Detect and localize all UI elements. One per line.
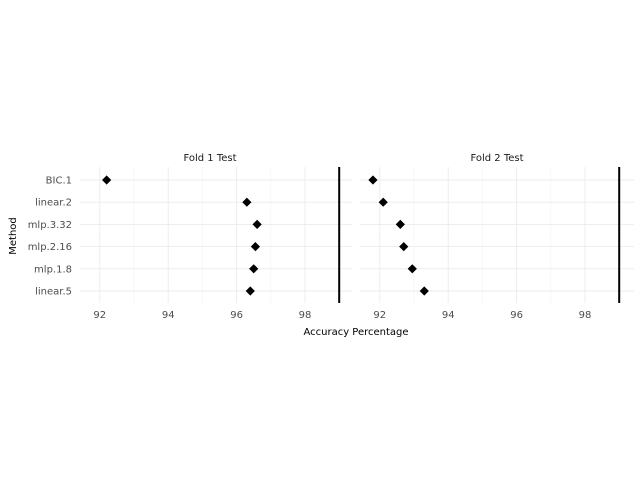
- y-tick-label: mlp.1.8: [34, 264, 72, 275]
- y-axis-tick-labels: BIC.1 linear.2 mlp.3.32 mlp.2.16 mlp.1.8 line…: [28, 176, 72, 298]
- data-point-diamond: [242, 197, 252, 207]
- data-point-diamond: [368, 175, 378, 185]
- x-axis-title: Accuracy Percentage: [303, 327, 408, 338]
- y-tick-label: BIC.1: [46, 176, 72, 187]
- facet-panel: Fold 2 Test 92 94 96 98: [360, 153, 634, 321]
- data-point-diamond: [102, 175, 112, 185]
- data-point-diamond: [399, 242, 409, 252]
- data-point-diamond: [395, 219, 405, 229]
- y-axis-title: Method: [8, 217, 19, 255]
- x-tick-label: 92: [373, 310, 386, 321]
- facet-panel: Fold 1 Test 92 94 96 98: [80, 153, 352, 321]
- data-point-diamond: [250, 242, 261, 252]
- data-point-diamond: [249, 264, 259, 274]
- x-tick-label: 92: [93, 310, 106, 321]
- x-tick-label: 98: [579, 310, 592, 321]
- x-tick-label: 98: [299, 310, 312, 321]
- facet-panels: Fold 1 Test 92 94 96 98 Fold 2 Test 92 94 96 98: [80, 153, 634, 321]
- x-tick-label: 94: [162, 310, 175, 321]
- y-tick-label: mlp.2.16: [28, 242, 72, 253]
- y-tick-label: mlp.3.32: [28, 220, 72, 231]
- y-tick-label: linear.5: [35, 287, 72, 298]
- x-tick-label: 96: [230, 310, 243, 321]
- data-point-diamond: [419, 286, 429, 296]
- y-tick-label: linear.2: [35, 198, 72, 209]
- x-tick-label: 94: [442, 310, 455, 321]
- data-point-diamond: [252, 219, 262, 229]
- x-tick-label: 96: [510, 310, 523, 321]
- data-point-diamond: [378, 197, 388, 207]
- facet-strip-label: Fold 2 Test: [470, 153, 523, 164]
- data-point-diamond: [407, 264, 417, 274]
- data-point-diamond: [245, 286, 255, 296]
- facet-strip-label: Fold 1 Test: [183, 153, 236, 164]
